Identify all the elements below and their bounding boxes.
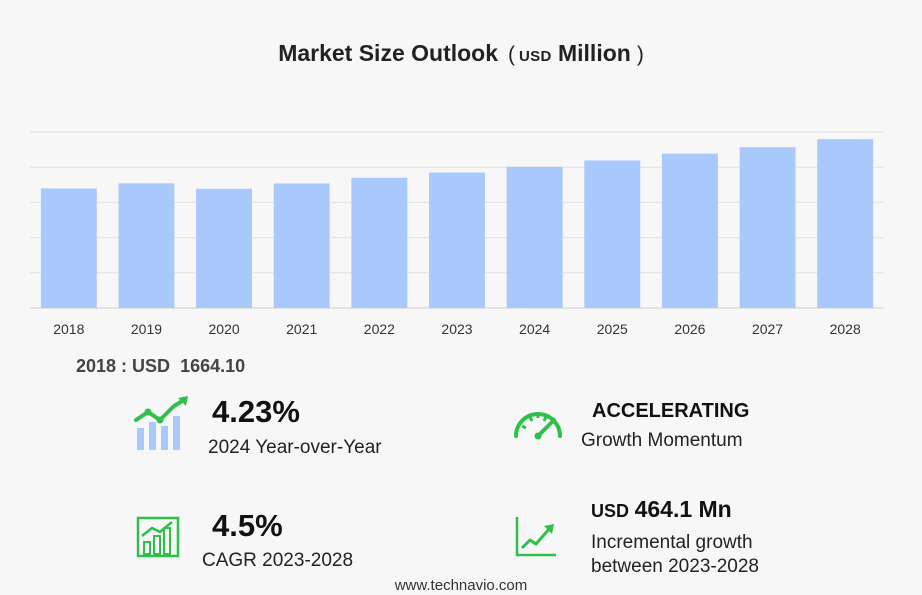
bar-2019 bbox=[118, 183, 175, 308]
tick-label-2025: 2025 bbox=[597, 321, 628, 337]
title-text: Market Size Outlook bbox=[278, 40, 499, 66]
cagr-label: CAGR 2023-2028 bbox=[202, 550, 354, 571]
x-axis-ticks: 2018 2019 2020 2021 2022 2023 2024 2025 2026 2027… bbox=[53, 321, 861, 337]
bar-chart: 2018 2019 2020 2021 2022 2023 2024 2025 2026 2027… bbox=[30, 131, 884, 337]
unit-currency: USD bbox=[519, 48, 552, 65]
tick-label-2022: 2022 bbox=[364, 321, 395, 337]
cagr-value: 4.5% bbox=[212, 508, 283, 543]
incremental-amount: 464.1 Mn bbox=[634, 496, 732, 522]
bar-2025 bbox=[584, 160, 641, 308]
bar-trend-icon bbox=[134, 396, 188, 450]
unit-close-paren: ) bbox=[636, 43, 644, 66]
tick-label-2024: 2024 bbox=[519, 321, 550, 337]
momentum-value: ACCELERATING bbox=[592, 400, 750, 422]
base-year-label: 2018 : USD bbox=[76, 356, 171, 376]
line-chart-icon bbox=[515, 517, 556, 557]
bar-2026 bbox=[661, 153, 718, 308]
chart-title: Market Size Outlook (USD Million) bbox=[0, 40, 922, 67]
bar-2020 bbox=[196, 188, 253, 308]
bar-2018 bbox=[40, 188, 97, 308]
incremental-label-line1: Incremental growth bbox=[591, 532, 753, 553]
bar-2027 bbox=[739, 147, 796, 308]
bar-2028 bbox=[817, 139, 874, 308]
base-year-amount: 1664.10 bbox=[180, 356, 246, 376]
yoy-value: 4.23% bbox=[212, 394, 300, 429]
tick-label-2023: 2023 bbox=[441, 321, 472, 337]
growth-bar-icon bbox=[136, 516, 180, 558]
bar-2023 bbox=[429, 172, 485, 308]
incremental-label-line2: between 2023-2028 bbox=[591, 556, 759, 577]
tick-label-2020: 2020 bbox=[209, 321, 240, 337]
speedometer-icon bbox=[514, 412, 562, 440]
tick-label-2019: 2019 bbox=[131, 321, 162, 337]
yoy-label: 2024 Year-over-Year bbox=[208, 437, 382, 458]
bar-2021 bbox=[273, 183, 330, 308]
tick-label-2028: 2028 bbox=[830, 321, 861, 337]
base-year-value: 2018 : USD 1664.10 bbox=[76, 356, 245, 377]
unit-scale: Million bbox=[557, 40, 631, 66]
tick-label-2021: 2021 bbox=[286, 321, 317, 337]
incremental-currency: USD bbox=[591, 501, 630, 521]
bar-2024 bbox=[506, 166, 563, 308]
footer-website: www.technavio.com bbox=[394, 577, 528, 594]
bars bbox=[40, 139, 874, 308]
unit-open-paren: ( bbox=[508, 43, 516, 66]
tick-label-2026: 2026 bbox=[674, 321, 705, 337]
tick-label-2027: 2027 bbox=[752, 321, 783, 337]
bar-2022 bbox=[351, 177, 408, 308]
tick-label-2018: 2018 bbox=[53, 321, 84, 337]
momentum-label: Growth Momentum bbox=[581, 430, 743, 451]
incremental-value: USD 464.1 Mn bbox=[591, 496, 732, 523]
